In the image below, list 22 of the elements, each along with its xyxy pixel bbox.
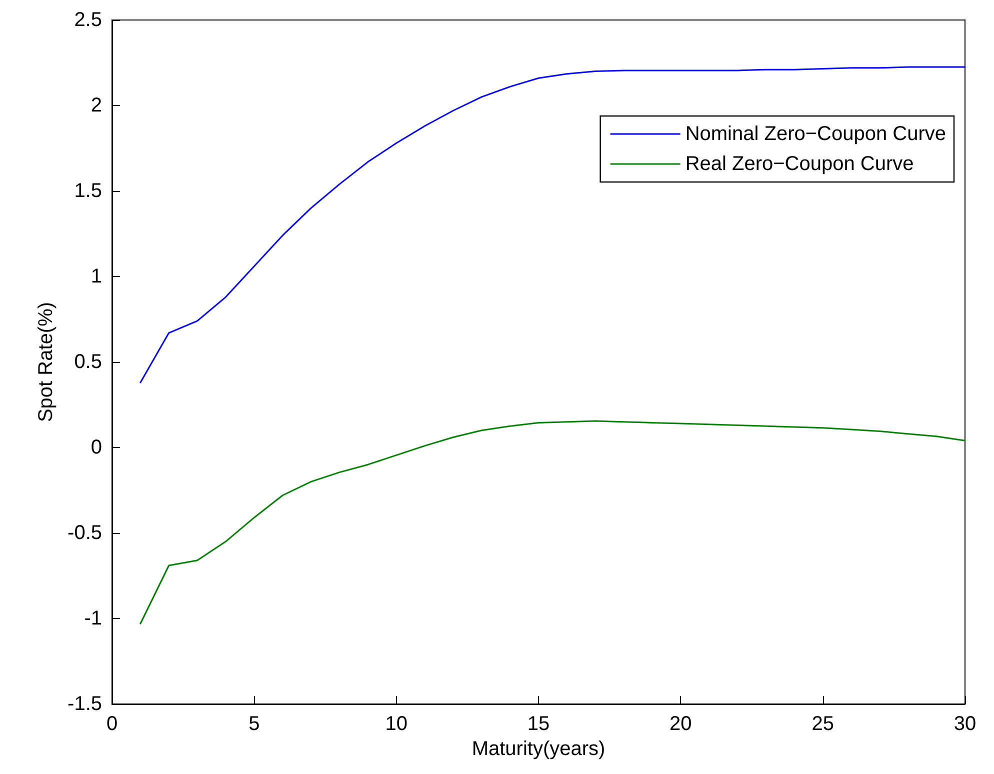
y-tick-label: 1.5 — [74, 180, 102, 202]
legend-label: Real Zero−Coupon Curve — [685, 153, 914, 175]
y-tick-label: 0.5 — [74, 351, 102, 373]
x-axis-title: Maturity(years) — [472, 738, 606, 760]
x-tick-label: 0 — [106, 713, 118, 735]
x-tick-label: 25 — [812, 713, 834, 735]
y-tick-label: -0.5 — [68, 522, 102, 544]
legend-label: Nominal Zero−Coupon Curve — [685, 123, 946, 145]
x-tick-label: 15 — [527, 713, 550, 735]
line-series — [140, 420, 966, 624]
x-tick-label: 5 — [248, 713, 260, 735]
y-tick-label: 2 — [90, 94, 102, 116]
y-axis-title: Spot Rate(%) — [35, 302, 57, 422]
x-tick-label: 20 — [670, 713, 692, 735]
y-tick-label: 1 — [90, 266, 102, 288]
x-tick-label: 30 — [954, 713, 976, 735]
y-tick-label: 2.5 — [74, 9, 102, 31]
line-series — [140, 66, 966, 384]
y-tick-label: 0 — [90, 436, 102, 458]
x-tick-label: 10 — [385, 713, 408, 735]
y-tick-label: -1.5 — [68, 693, 102, 715]
y-tick-label: -1 — [84, 608, 102, 630]
